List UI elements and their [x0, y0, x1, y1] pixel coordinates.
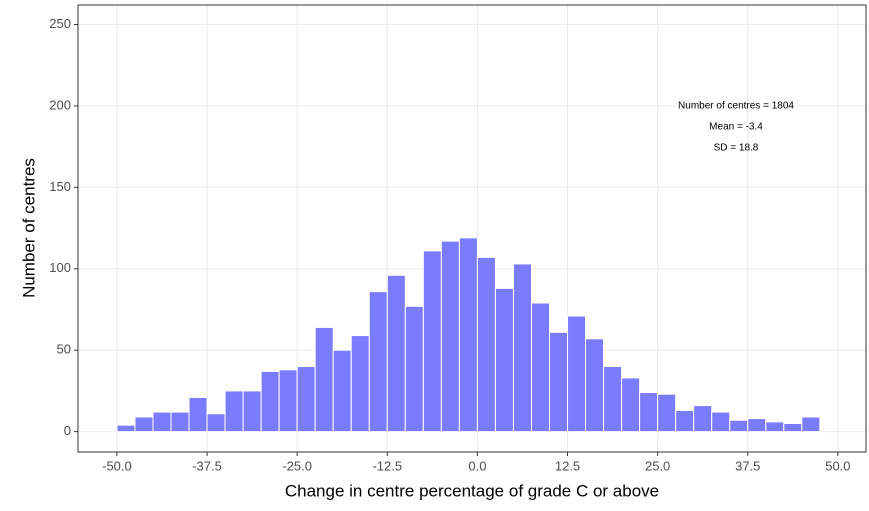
bar	[567, 315, 587, 433]
y-tick-label: 150	[49, 179, 71, 194]
x-tick-label: -37.5	[192, 458, 222, 473]
y-tick-label: 100	[49, 260, 71, 275]
bar	[783, 423, 803, 433]
bar	[549, 331, 569, 433]
bar	[170, 411, 190, 433]
bar	[621, 377, 641, 433]
bar	[585, 338, 605, 433]
bar	[729, 419, 749, 433]
bar	[801, 416, 821, 433]
x-tick-label: 37.5	[735, 458, 760, 473]
bar	[476, 256, 496, 433]
x-tick-label: 0.0	[468, 458, 486, 473]
x-axis-title: Change in centre percentage of grade C o…	[285, 481, 659, 500]
x-tick-label: 12.5	[555, 458, 580, 473]
y-tick-label: 200	[49, 97, 71, 112]
bar	[512, 263, 532, 433]
annotation: SD = 18.8	[714, 143, 759, 154]
bar	[350, 335, 370, 433]
y-tick-label: 250	[49, 16, 71, 31]
bar	[332, 349, 352, 433]
bar	[386, 274, 406, 433]
bar	[675, 409, 695, 433]
bar	[765, 421, 785, 433]
bar	[657, 393, 677, 433]
bar	[116, 424, 136, 433]
bar	[278, 369, 298, 433]
y-tick-label: 0	[64, 423, 71, 438]
bar	[458, 237, 478, 433]
bar	[494, 287, 514, 433]
bar	[422, 250, 442, 433]
bar	[440, 240, 460, 433]
bar	[404, 305, 424, 433]
bar	[711, 411, 731, 433]
bar	[242, 390, 262, 433]
y-axis-title: Number of centres	[19, 158, 38, 298]
bar	[368, 291, 388, 433]
x-tick-label: -12.5	[372, 458, 402, 473]
bar	[206, 413, 226, 433]
bar	[314, 326, 334, 433]
annotation: Mean = -3.4	[709, 122, 763, 133]
annotation: Number of centres = 1804	[678, 101, 794, 112]
x-tick-label: 50.0	[825, 458, 850, 473]
x-tick-label: 25.0	[645, 458, 670, 473]
x-tick-label: -50.0	[102, 458, 132, 473]
bar	[747, 418, 767, 433]
bar	[134, 416, 154, 433]
bar	[224, 390, 244, 433]
bar	[188, 396, 208, 433]
bar	[603, 366, 623, 433]
bar	[296, 366, 316, 433]
bar	[693, 405, 713, 433]
bar	[260, 370, 280, 433]
bar	[639, 392, 659, 433]
panel-border	[77, 4, 867, 453]
bar	[152, 411, 172, 433]
x-tick-label: -25.0	[282, 458, 312, 473]
bar	[530, 302, 551, 433]
y-tick-label: 50	[57, 342, 71, 357]
